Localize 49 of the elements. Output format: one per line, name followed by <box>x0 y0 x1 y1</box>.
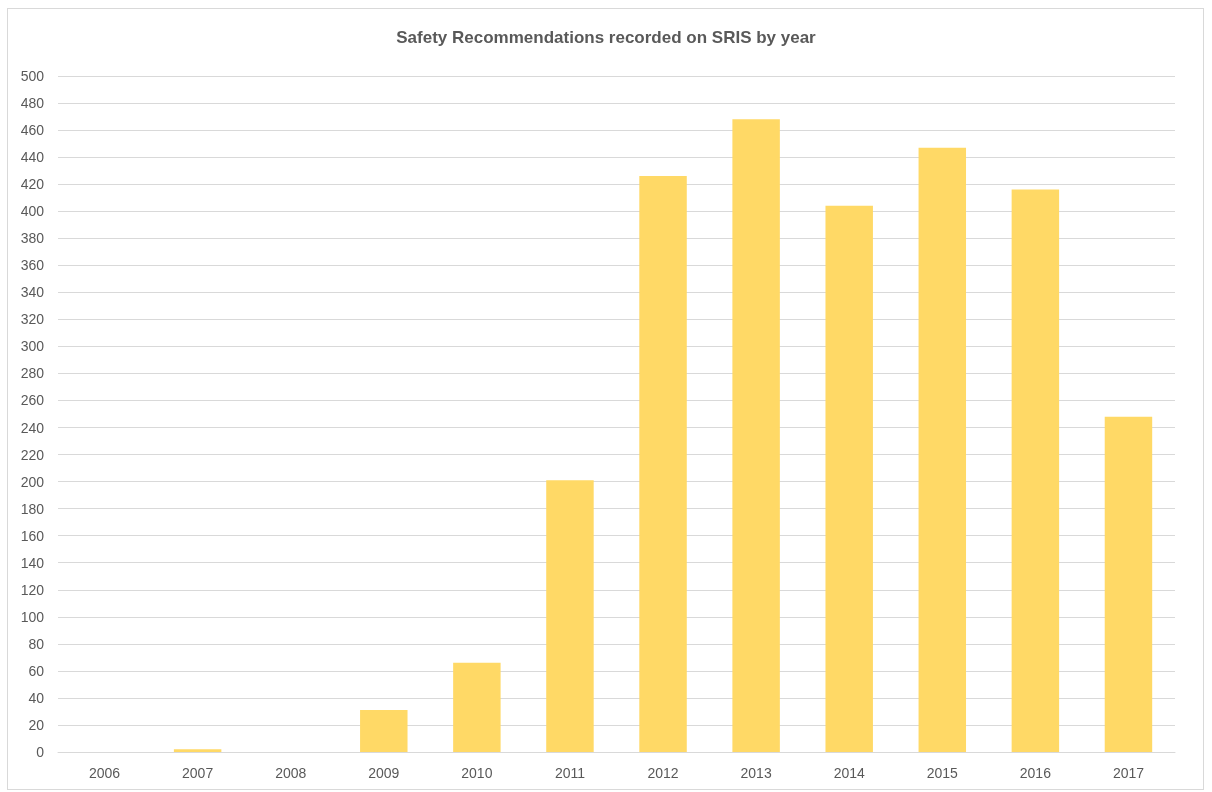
y-tick-label: 140 <box>20 554 45 571</box>
y-tick-label: 20 <box>28 716 45 733</box>
y-tick-label: 360 <box>20 257 45 274</box>
x-tick-label: 2006 <box>88 765 121 781</box>
x-tick-label: 2012 <box>647 765 679 781</box>
y-tick-label: 400 <box>20 203 45 220</box>
y-tick-label: 280 <box>20 365 45 382</box>
x-tick-label: 2008 <box>275 765 307 781</box>
bar <box>639 176 687 752</box>
bar <box>360 710 408 752</box>
y-tick-label: 440 <box>20 149 45 166</box>
y-tick-label: 120 <box>20 581 45 598</box>
bar <box>173 749 222 752</box>
y-tick-label: 40 <box>28 689 45 706</box>
y-tick-label: 300 <box>20 338 45 355</box>
bar <box>732 119 780 752</box>
bar <box>546 480 594 752</box>
y-tick-label: 200 <box>20 473 45 490</box>
x-tick-label: 2007 <box>182 765 214 781</box>
bar <box>1104 416 1153 752</box>
y-tick-label: 100 <box>20 608 45 625</box>
y-tick-label: 380 <box>20 230 45 247</box>
x-tick-label: 2014 <box>833 765 865 781</box>
bar <box>1011 189 1060 752</box>
y-tick-label: 80 <box>28 635 45 652</box>
x-tick-label: 2016 <box>1019 765 1052 781</box>
y-tick-label: 460 <box>20 122 45 139</box>
y-tick-label: 60 <box>28 662 45 679</box>
x-tick-label: 2011 <box>554 765 586 781</box>
bar <box>825 205 873 752</box>
x-tick-label: 2010 <box>461 765 493 781</box>
y-tick-label: 340 <box>20 284 45 301</box>
x-tick-label: 2013 <box>740 765 772 781</box>
x-tick-label: 2017 <box>1112 765 1145 781</box>
y-tick-label: 160 <box>20 527 45 544</box>
y-tick-label: 320 <box>20 311 45 328</box>
bar <box>453 662 501 752</box>
y-tick-label: 0 <box>36 744 45 760</box>
y-tick-label: 220 <box>20 446 45 463</box>
y-tick-label: 240 <box>20 419 45 436</box>
chart-title: Safety Recommendations recorded on SRIS by year <box>396 28 817 47</box>
y-tick-label: 500 <box>20 68 45 84</box>
y-tick-label: 180 <box>20 500 45 517</box>
x-tick-label: 2009 <box>368 765 400 781</box>
y-tick-label: 260 <box>20 392 45 409</box>
y-tick-label: 480 <box>20 95 45 112</box>
x-tick-label: 2015 <box>926 765 959 781</box>
y-tick-label: 420 <box>20 176 45 193</box>
bar <box>918 147 967 752</box>
